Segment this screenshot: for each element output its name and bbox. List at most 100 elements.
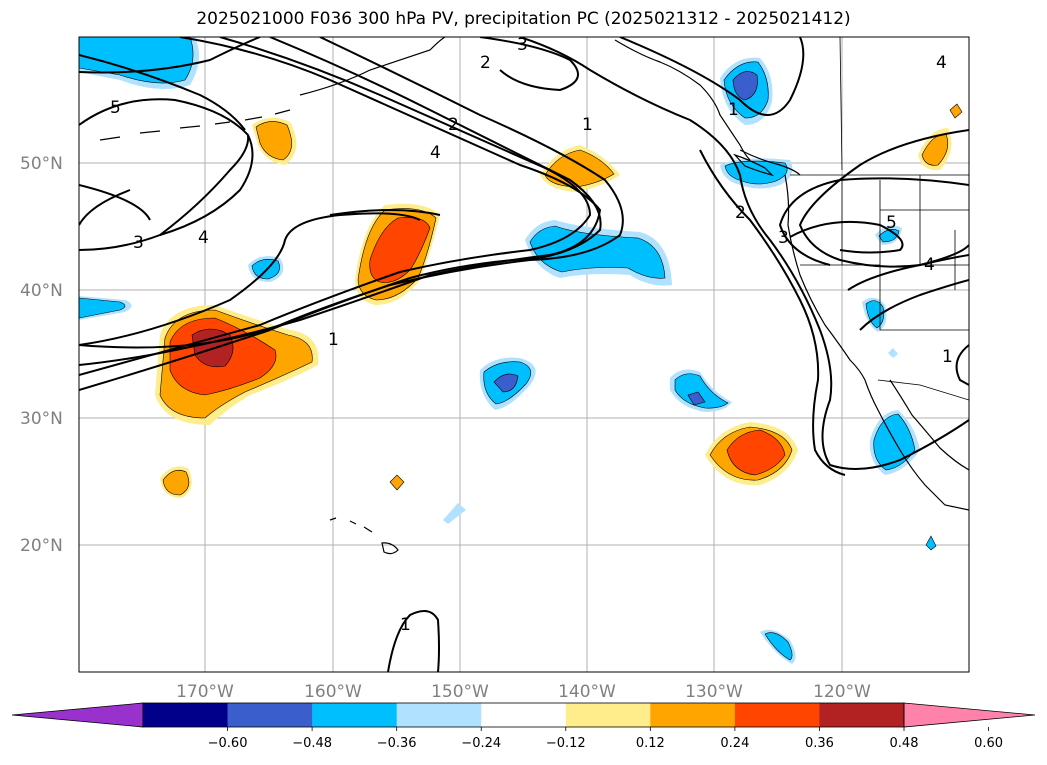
contour-label: 2 — [480, 53, 491, 73]
alaska-coast — [299, 37, 446, 96]
colorbar-segment — [143, 703, 229, 727]
contour-label: 5 — [110, 98, 121, 118]
coastlines — [99, 37, 969, 555]
contour-label: 2 — [735, 203, 746, 223]
baja-coast — [864, 379, 969, 511]
lat-axis: 50°N 40°N 30°N 20°N — [20, 154, 63, 556]
pv-contour — [479, 37, 579, 92]
us-mexico-border — [877, 379, 969, 401]
lon-axis: 170°W 160°W 150°W 140°W 130°W 120°W — [176, 682, 871, 702]
lat-tick-label: 50°N — [20, 154, 63, 174]
lon-tick-label: 130°W — [685, 682, 743, 702]
contour-label: 1 — [400, 615, 411, 635]
pv-contour — [955, 344, 969, 386]
precip-positive-area — [389, 474, 405, 491]
map-title: 2025021000 F036 300 hPa PV, precipitatio… — [196, 9, 851, 29]
colorbar-tick-label: −0.48 — [292, 736, 332, 751]
colorbar-segment — [650, 703, 736, 727]
pv-contours — [79, 37, 969, 672]
contour-label: 2 — [448, 115, 459, 135]
pv-contour — [159, 134, 250, 236]
bc-coast — [739, 149, 801, 176]
colorbar-tick-label: 0.24 — [720, 736, 749, 751]
pv-contour — [519, 37, 969, 470]
precip-negative-area — [865, 300, 885, 329]
pv-contour — [789, 220, 904, 254]
precip-negative-area — [732, 71, 758, 101]
precip-positive-area — [726, 429, 786, 476]
us-west-coast — [784, 174, 866, 381]
lon-tick-label: 160°W — [304, 682, 362, 702]
lat-tick-label: 40°N — [20, 281, 63, 301]
lat-tick-label: 20°N — [20, 536, 63, 556]
pv-contour — [778, 177, 969, 266]
pv-contour — [79, 37, 624, 349]
pv-contour — [79, 212, 421, 346]
contour-label: 4 — [936, 53, 947, 73]
colorbar-outline — [142, 702, 905, 728]
precip-positive-area — [949, 103, 963, 119]
colorbar-segment — [227, 703, 313, 727]
precip-negative-area — [443, 503, 466, 524]
colorbar-extension-low — [11, 702, 144, 728]
pv-contour — [387, 610, 440, 672]
colorbar-segment — [819, 703, 905, 727]
pv-contour — [79, 98, 254, 251]
mexico-coast — [889, 379, 969, 471]
colorbar-tick-label: −0.36 — [377, 736, 417, 751]
colorbar-segment — [312, 703, 398, 727]
colorbar-segment — [565, 703, 651, 727]
lon-tick-label: 140°W — [558, 682, 616, 702]
pv-contour — [329, 209, 441, 216]
contour-label: 1 — [728, 100, 739, 120]
contour-label: 4 — [198, 228, 209, 248]
lat-tick-label: 30°N — [20, 409, 63, 429]
contour-label: 1 — [328, 330, 339, 350]
lon-tick-label: 170°W — [176, 682, 234, 702]
colorbar-segment — [396, 703, 482, 727]
pv-contour — [79, 37, 592, 376]
precip-negative-area — [674, 373, 729, 409]
precip-negative-area — [873, 413, 916, 471]
colorbar-tick-label: 0.12 — [636, 736, 665, 751]
precip-negative-area — [888, 348, 898, 358]
contour-label: 1 — [942, 347, 953, 367]
alaska-canada-border — [839, 37, 843, 171]
colorbar-tick-label: 0.48 — [890, 736, 919, 751]
contour-label: 4 — [430, 143, 441, 163]
colorbar-segment — [481, 703, 567, 727]
vancouver-island — [733, 153, 774, 177]
precip-positive-area — [255, 121, 292, 161]
precip-negative-area — [493, 373, 519, 393]
panhandle-coast — [614, 39, 751, 161]
contour-label: 3 — [133, 233, 144, 253]
hawaii-islands — [329, 517, 399, 555]
colorbar-tick-label: −0.24 — [461, 736, 501, 751]
lon-tick-label: 150°W — [431, 682, 489, 702]
precip-negative-area — [687, 391, 706, 406]
precip-negative-area — [79, 297, 126, 319]
pv-contour — [619, 37, 805, 116]
precip-positive-area — [921, 133, 949, 166]
pv-contour — [859, 279, 969, 331]
colorbar-tick-label: 0.36 — [805, 736, 834, 751]
colorbar-extension-high — [903, 702, 1036, 728]
contour-label: 4 — [924, 255, 935, 275]
precip-negative-area — [764, 632, 793, 661]
pv-contour — [79, 184, 151, 221]
contour-label: 3 — [517, 35, 528, 55]
contour-label: 3 — [778, 228, 789, 248]
colorbar-segment — [734, 703, 820, 727]
map-border — [78, 36, 970, 673]
contour-labels: 5 3 4 2 3 1 2 4 1 2 3 5 4 1 1 1 4 — [110, 35, 953, 635]
colorbar: −0.60 −0.48 −0.36 −0.24 −0.12 0.12 0.24 0.36 0.4… — [11, 702, 1036, 751]
precip-positive-area — [162, 469, 190, 496]
aleutian-islands — [99, 109, 291, 141]
colorbar-tick-label: −0.60 — [208, 736, 248, 751]
pv-contour — [79, 54, 246, 131]
contour-label: 1 — [582, 115, 593, 135]
pv-contour — [79, 37, 602, 391]
colorbar-tick-label: −0.12 — [546, 736, 586, 751]
pv-contour — [699, 149, 846, 476]
